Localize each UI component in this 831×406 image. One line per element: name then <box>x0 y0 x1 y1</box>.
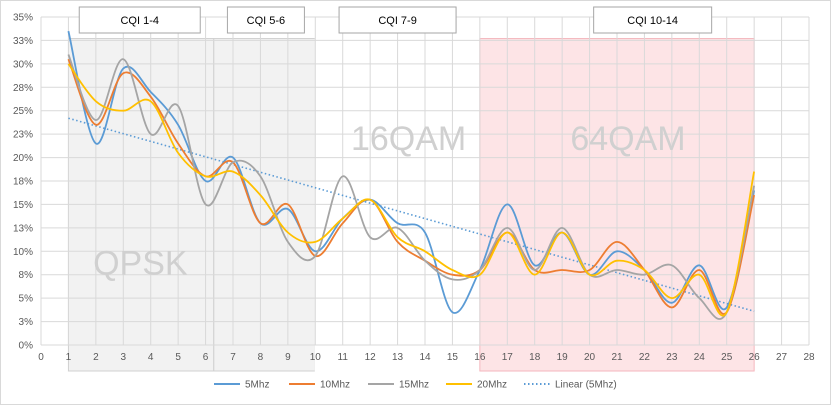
y-tick-label: 8% <box>19 270 34 281</box>
x-tick-label: 27 <box>776 352 788 363</box>
cqi-region-headers: CQI 1-4 CQI 5-6 CQI 7-9 CQI 10-14 <box>78 6 713 34</box>
y-tick-label: 3% <box>19 317 34 328</box>
x-tick-label: 19 <box>557 352 569 363</box>
series-line-20mhz <box>67 63 755 317</box>
x-tick-label: 24 <box>694 352 706 363</box>
x-tick-label: 9 <box>285 352 291 363</box>
y-tick-label: 0% <box>19 341 34 352</box>
legend: 5Mhz 10Mhz 15Mhz 20Mhz Linear (5Mhz) <box>214 380 617 391</box>
y-tick-label: 15% <box>13 200 33 211</box>
x-tick-label: 20 <box>584 352 596 363</box>
y-tick-label: 10% <box>13 247 33 258</box>
region-header-label-1: CQI 1-4 <box>120 15 159 27</box>
modulation-labels: QPSK 16QAM 64QAM <box>93 120 686 283</box>
x-tick-label: 6 <box>203 352 209 363</box>
x-tick-label: 3 <box>121 352 127 363</box>
x-tick-label: 5 <box>175 352 181 363</box>
series-lines <box>67 30 755 320</box>
legend-label-4: 20Mhz <box>477 380 507 391</box>
y-tick-label: 35% <box>13 13 33 24</box>
series-line-15mhz <box>67 54 755 320</box>
x-tick-label: 23 <box>666 352 678 363</box>
region-header-box-2 <box>226 6 305 34</box>
x-tick-label: 10 <box>310 352 322 363</box>
y-tick-label: 18% <box>13 177 33 188</box>
region-header-label-3: CQI 7-9 <box>378 15 417 27</box>
y-tick-label: 20% <box>13 153 33 164</box>
x-tick-label: 15 <box>447 352 459 363</box>
y-tick-label: 28% <box>13 83 33 94</box>
x-tick-label: 2 <box>93 352 99 363</box>
legend-label-5: Linear (5Mhz) <box>555 380 617 391</box>
x-tick-label: 25 <box>721 352 733 363</box>
legend-label-3: 15Mhz <box>399 380 429 391</box>
y-tick-label: 30% <box>13 59 33 70</box>
x-tick-label: 1 <box>66 352 72 363</box>
region-header-label-4: CQI 10-14 <box>627 15 678 27</box>
x-tick-label: 17 <box>502 352 514 363</box>
modulation-label-qpsk: QPSK <box>93 245 188 283</box>
y-tick-label: 23% <box>13 130 33 141</box>
y-tick-label: 5% <box>19 294 34 305</box>
x-tick-label: 14 <box>419 352 431 363</box>
region-header-box-3 <box>338 6 457 34</box>
trendline <box>68 117 755 313</box>
x-tick-label: 7 <box>230 352 236 363</box>
modulation-label-16qam: 16QAM <box>351 120 466 158</box>
y-tick-label: 33% <box>13 36 33 47</box>
x-tick-label: 12 <box>365 352 377 363</box>
x-tick-label: 26 <box>749 352 761 363</box>
x-tick-label: 11 <box>338 352 349 363</box>
x-tick-label: 18 <box>529 352 541 363</box>
x-tick-label: 22 <box>639 352 651 363</box>
legend-label-1: 5Mhz <box>245 380 269 391</box>
axes: 0%3%5%8%10%13%15%18%20%23%25%28%30%33%35… <box>13 13 815 364</box>
x-tick-label: 16 <box>474 352 486 363</box>
modulation-label-64qam: 64QAM <box>570 120 685 158</box>
x-tick-label: 13 <box>392 352 404 363</box>
region-header-box-4 <box>593 6 713 34</box>
x-tick-label: 8 <box>258 352 264 363</box>
trendline-linear-5mhz <box>68 117 755 313</box>
x-tick-label: 28 <box>803 352 815 363</box>
region-header-box-1 <box>78 6 201 34</box>
x-tick-label: 0 <box>38 352 44 363</box>
region-header-label-2: CQI 5-6 <box>247 15 286 27</box>
legend-label-2: 10Mhz <box>320 380 350 391</box>
x-tick-label: 21 <box>611 352 623 363</box>
x-tick-label: 4 <box>148 352 154 363</box>
y-tick-label: 25% <box>13 106 33 117</box>
y-tick-label: 13% <box>13 223 33 234</box>
